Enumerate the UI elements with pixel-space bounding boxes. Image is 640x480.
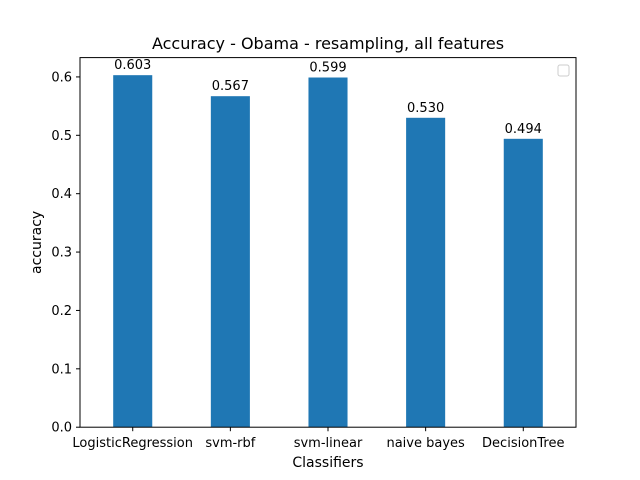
y-tick-label: 0.4: [51, 187, 72, 202]
bar-svm-rbf: [210, 96, 250, 428]
y-tick-label: 0.0: [51, 421, 72, 436]
bar-value-label: 0.494: [505, 122, 542, 137]
y-tick-label: 0.6: [51, 70, 72, 85]
value-labels-group: 0.603 0.567 0.599 0.530 0.494: [114, 58, 542, 137]
x-tick-label: svm-rbf: [205, 436, 255, 451]
chart-title: Accuracy - Obama - resampling, all featu…: [152, 34, 504, 53]
bar-value-label: 0.603: [114, 58, 151, 73]
x-tick-label: svm-linear: [294, 436, 363, 451]
y-tick-label: 0.3: [51, 246, 72, 261]
bar-svm-linear: [308, 77, 348, 428]
y-tick-label: 0.1: [51, 362, 72, 377]
x-tick-label: DecisionTree: [482, 436, 564, 451]
y-tick-label: 0.5: [51, 129, 72, 144]
bar-value-label: 0.599: [309, 61, 346, 76]
bar-value-label: 0.567: [212, 79, 249, 94]
bar-decisiontree: [503, 138, 543, 428]
x-tick-label: LogisticRegression: [72, 436, 193, 451]
y-tick-label: 0.2: [51, 304, 72, 319]
y-axis-label: accuracy: [29, 211, 45, 274]
y-axis-ticks: 0.0 0.1 0.2 0.3 0.4 0.5 0.6: [51, 70, 80, 436]
x-axis-label: Classifiers: [292, 455, 363, 471]
x-tick-label: naive bayes: [386, 436, 465, 451]
bar-logisticregression: [113, 75, 153, 428]
bar-naive-bayes: [406, 117, 446, 428]
legend-box: [557, 64, 570, 77]
bars-group: [113, 75, 543, 428]
x-axis-ticks: LogisticRegression svm-rbf svm-linear naive…: [72, 427, 564, 451]
bar-value-label: 0.530: [407, 101, 444, 116]
plot-frame: [79, 57, 577, 428]
